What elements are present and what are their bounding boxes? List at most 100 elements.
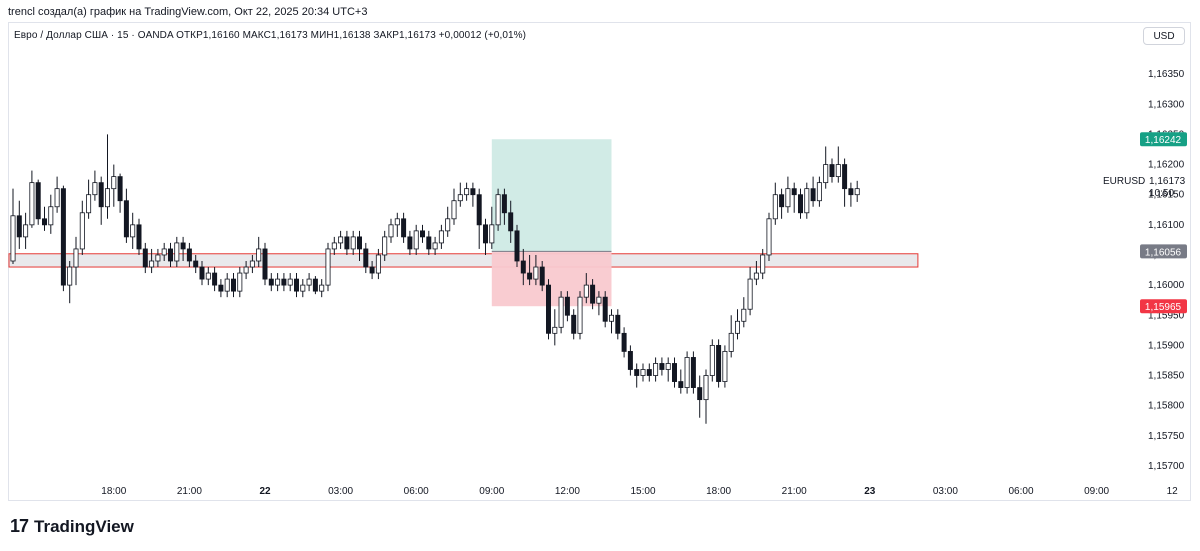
candle [123,188,129,243]
candle-body [785,188,791,208]
candle-body [464,188,470,196]
price-tick-label: 1,16200 [1148,160,1185,171]
candle [224,273,230,298]
candle-body [760,254,766,274]
time-tick-label: 03:00 [933,486,958,497]
candle-body [659,363,665,370]
candle [73,236,79,286]
price-tag-bg [1140,132,1187,147]
candle [514,224,520,268]
candle [571,309,577,340]
candle [835,146,841,183]
candle [590,279,596,310]
time-tick-label: 06:00 [404,486,429,497]
support-zone-box [8,253,919,268]
candle [854,180,860,202]
candle-body [735,320,741,334]
candle [419,224,425,243]
candle [489,206,495,249]
candle-body [275,278,281,286]
candle [703,369,709,424]
candle-body [772,194,778,220]
candle-body [136,224,142,250]
price-tag-value: 1,16056 [1145,247,1182,258]
candle-body [779,194,785,208]
candle [760,248,766,280]
candle [218,279,224,298]
candle-body [300,284,306,292]
candle [665,357,671,382]
candle [653,357,659,382]
candle [495,188,501,231]
candle [716,339,722,388]
candle-body [590,284,596,304]
candle-body [92,182,98,196]
candle-body [224,278,230,292]
candle-body [823,164,829,184]
candle-body [520,260,526,274]
candle [445,206,451,237]
candle [564,291,570,322]
last-price-value: 1,16173 [1149,176,1186,187]
candle [627,345,633,376]
candle [690,351,696,394]
candle [48,194,54,234]
candle [23,212,29,249]
candle-body [105,188,111,208]
candle-body [508,212,514,232]
candle [810,176,816,207]
candle [331,236,337,255]
candle [546,279,552,340]
candle [798,188,804,219]
candle [482,218,488,255]
candle-body [237,272,243,292]
candle-body [16,215,22,238]
candle-body [413,230,419,250]
candle [212,267,218,292]
candle-body [634,369,640,376]
candle [741,297,747,328]
candle-body [256,248,262,262]
time-tick-label: 12 [1167,486,1179,497]
candle-body [426,236,432,250]
candle [539,261,545,292]
price-tag-red: 1,15965 [1140,299,1187,314]
candle [697,375,703,418]
candle-body [394,218,400,226]
candle [230,273,236,298]
time-tick-label: 18:00 [706,486,731,497]
candle-body [514,230,520,262]
candle [634,363,640,388]
candle-body [123,200,129,238]
candle-body [615,314,621,334]
candle-body [709,344,715,376]
currency-button[interactable]: USD [1143,27,1185,45]
candle [54,176,60,213]
candle-body [690,357,696,388]
candle-body [495,194,501,226]
candle [281,273,287,292]
tradingview-logo[interactable]: 17 TradingView [10,516,134,537]
candle [791,182,797,213]
position-target-zone [491,139,612,252]
candle [842,158,848,207]
candle [67,261,73,304]
candle [407,230,413,255]
candle-body [640,369,646,376]
time-tick-label: 18:00 [101,486,126,497]
candle-body [564,296,570,316]
price-tick-label: 1,15750 [1148,431,1185,442]
candle [457,182,463,207]
candle [92,170,98,201]
candle [262,242,268,286]
candle-body [665,363,671,370]
candle-body [388,224,394,238]
candle-body [457,194,463,202]
time-tick-label: 09:00 [479,486,504,497]
candle-body [646,369,652,376]
candle-body [678,381,684,388]
candle [293,273,299,298]
last-price-symbol: EURUSD [1103,176,1145,187]
candle [186,242,192,268]
